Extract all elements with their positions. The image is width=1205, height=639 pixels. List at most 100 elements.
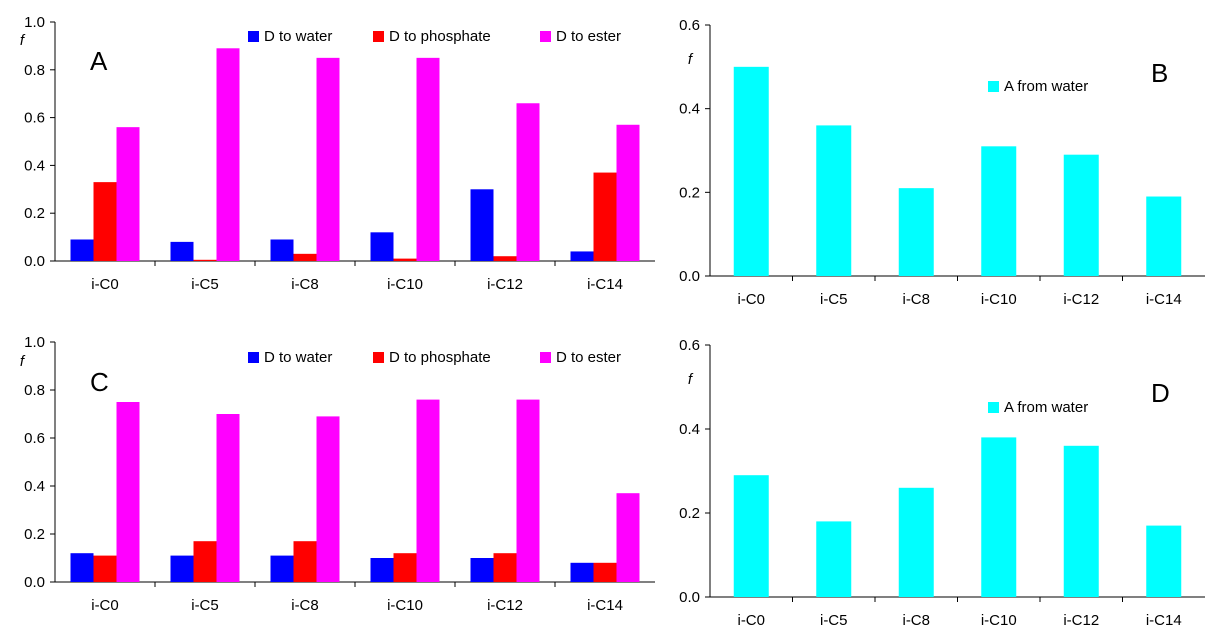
- legend-swatch: [988, 402, 999, 413]
- x-tick-label: i-C14: [1146, 291, 1182, 308]
- bar-a-from-water: [1146, 525, 1182, 597]
- bar-d-to-ester: [416, 57, 440, 261]
- bar-d-to-ester: [416, 399, 440, 582]
- x-tick-label: i-C10: [981, 612, 1017, 629]
- legend-swatch: [248, 31, 259, 42]
- x-tick-label: i-C8: [291, 597, 319, 614]
- bar-a-from-water: [981, 146, 1017, 276]
- y-tick-label: 0.6: [24, 430, 45, 447]
- y-tick-label: 0.6: [679, 17, 700, 34]
- bar-d-to-water: [470, 189, 494, 261]
- y-tick-label: 1.0: [24, 14, 45, 31]
- bar-d-to-water: [70, 553, 94, 582]
- y-axis-label: f: [688, 371, 694, 388]
- bar-d-to-phosphate: [393, 553, 417, 582]
- y-tick-label: 0.8: [24, 62, 45, 79]
- x-tick-label: i-C12: [1063, 291, 1099, 308]
- bar-a-from-water: [898, 188, 934, 276]
- x-tick-label: i-C0: [737, 291, 765, 308]
- panel-letter: D: [1151, 378, 1170, 408]
- bar-d-to-phosphate: [193, 259, 217, 261]
- chart-panel-c: 0.0 0.2 0.4 0.6 0.8 1.0 f Ci-C0 i-C5 i-C8 i-C10 i-C…: [20, 334, 655, 614]
- bar-d-to-phosphate: [593, 172, 617, 261]
- bar-d-to-water: [70, 239, 94, 261]
- x-tick-label: i-C0: [737, 612, 765, 629]
- bar-d-to-phosphate: [493, 553, 517, 582]
- bar-d-to-water: [370, 558, 394, 582]
- legend-label: A from water: [1004, 78, 1088, 95]
- x-tick-label: i-C10: [387, 597, 423, 614]
- y-tick-label: 0.4: [679, 421, 700, 438]
- bar-d-to-phosphate: [93, 182, 117, 261]
- chart-panel-a: 0.0 0.2 0.4 0.6 0.8 1.0f Ai-C0 i-C5 i-C8 i-C10 i-C…: [20, 14, 655, 293]
- y-tick-label: 0.6: [679, 337, 700, 354]
- bar-d-to-phosphate: [393, 258, 417, 261]
- legend-label: D to phosphate: [389, 349, 491, 366]
- bar-d-to-water: [170, 555, 194, 582]
- bar-a-from-water: [733, 66, 769, 276]
- bar-d-to-phosphate: [293, 541, 317, 582]
- bar-a-from-water: [816, 521, 852, 597]
- bar-a-from-water: [1063, 445, 1099, 597]
- bar-d-to-water: [370, 232, 394, 261]
- legend-swatch: [373, 352, 384, 363]
- x-tick-label: i-C8: [902, 612, 930, 629]
- legend-label: D to ester: [556, 28, 621, 45]
- bar-a-from-water: [733, 475, 769, 597]
- bar-d-to-ester: [516, 103, 540, 261]
- panel-letter: A: [90, 46, 108, 76]
- bar-d-to-phosphate: [93, 555, 117, 582]
- bar-d-to-water: [270, 239, 294, 261]
- legend-label: D to water: [264, 349, 332, 366]
- y-axis-label: f: [688, 51, 694, 68]
- legend-label: D to ester: [556, 349, 621, 366]
- y-tick-label: 0.0: [679, 589, 700, 606]
- panel-letter: B: [1151, 58, 1168, 88]
- x-tick-label: i-C14: [1146, 612, 1182, 629]
- y-tick-label: 0.4: [24, 478, 45, 495]
- x-tick-label: i-C0: [91, 597, 119, 614]
- bar-d-to-ester: [516, 399, 540, 582]
- panel-letter: C: [90, 367, 109, 397]
- x-tick-label: i-C5: [191, 597, 219, 614]
- chart-panel-b: 0.0 0.2 0.4 0.6 f Bi-C0 i-C5 i-C8 i-C10 i-C12 i-C1…: [679, 17, 1205, 308]
- bar-d-to-water: [570, 562, 594, 582]
- bar-d-to-ester: [216, 414, 240, 582]
- bar-d-to-phosphate: [293, 253, 317, 261]
- bar-a-from-water: [898, 487, 934, 597]
- y-tick-label: 0.2: [24, 526, 45, 543]
- x-tick-label: i-C10: [981, 291, 1017, 308]
- y-axis-label: f: [20, 353, 26, 370]
- x-tick-label: i-C12: [487, 276, 523, 293]
- y-tick-label: 0.0: [679, 268, 700, 285]
- x-tick-label: i-C10: [387, 276, 423, 293]
- legend-swatch: [988, 81, 999, 92]
- x-tick-label: i-C8: [902, 291, 930, 308]
- y-tick-label: 0.2: [679, 505, 700, 522]
- legend-swatch: [540, 352, 551, 363]
- bar-a-from-water: [981, 437, 1017, 597]
- bar-d-to-ester: [216, 48, 240, 261]
- bar-a-from-water: [1063, 154, 1099, 276]
- x-tick-label: i-C12: [487, 597, 523, 614]
- y-tick-label: 0.4: [24, 157, 45, 174]
- bar-d-to-water: [470, 558, 494, 582]
- x-tick-label: i-C5: [820, 291, 848, 308]
- bar-d-to-phosphate: [493, 256, 517, 261]
- y-tick-label: 0.0: [24, 574, 45, 591]
- legend-label: A from water: [1004, 399, 1088, 416]
- legend-swatch: [248, 352, 259, 363]
- y-tick-label: 1.0: [24, 334, 45, 351]
- y-axis-label: f: [20, 32, 26, 49]
- bar-d-to-phosphate: [593, 562, 617, 582]
- legend-swatch: [373, 31, 384, 42]
- bar-a-from-water: [816, 125, 852, 277]
- legend-swatch: [540, 31, 551, 42]
- y-tick-label: 0.4: [679, 101, 700, 118]
- chart-panel-d: 0.0 0.2 0.4 0.6 f Di-C0 i-C5 i-C8 i-C10 i-C12 i-C1…: [679, 337, 1205, 629]
- y-tick-label: 0.0: [24, 253, 45, 270]
- x-tick-label: i-C14: [587, 597, 623, 614]
- bar-a-from-water: [1146, 196, 1182, 276]
- x-tick-label: i-C5: [191, 276, 219, 293]
